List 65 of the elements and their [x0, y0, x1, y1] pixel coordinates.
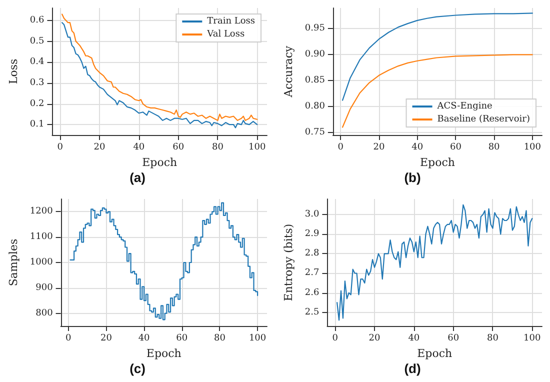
y-tick-label: 2.5 [304, 307, 320, 318]
text: (d) [404, 361, 421, 376]
y-tick-label: 1000 [30, 258, 54, 268]
x-tick-label: 20 [368, 334, 381, 344]
x-tick-label: 80 [487, 334, 499, 344]
x-tick-label: 80 [488, 142, 500, 152]
x-tick-label: 0 [57, 142, 64, 152]
x-tick-label: 60 [172, 142, 184, 152]
y-tick-label: 1200 [30, 206, 54, 217]
legend-label: Train Loss [207, 16, 256, 26]
x-tick-label: 0 [66, 334, 72, 344]
x-tick-label: 0 [338, 142, 344, 152]
line-series [342, 12, 533, 101]
x-tick-label: 100 [248, 334, 266, 344]
y-tick-label: 0.95 [304, 24, 326, 34]
x-tick-label: 0 [332, 334, 338, 344]
x-tick-label: 60 [448, 334, 460, 344]
x-tick-label: 20 [94, 142, 106, 152]
y-tick-label: 0.75 [304, 127, 326, 138]
x-tick-label: 100 [524, 334, 542, 344]
x-tick-label: 60 [450, 142, 462, 152]
x-tick-label: 100 [248, 142, 266, 152]
y-tick-label: 0.1 [30, 120, 44, 130]
text: (b) [404, 170, 421, 185]
y-tick-label: 2.9 [304, 229, 320, 240]
x-tick-label: 60 [176, 334, 188, 344]
y-axis-title: Samples [7, 238, 20, 286]
x-axis-title: Epoch [420, 156, 455, 169]
y-tick-label: 0.5 [30, 36, 44, 46]
y-tick-label: 0.85 [304, 76, 326, 86]
x-axis-title: Epoch [146, 346, 182, 360]
legend-label: Val Loss [206, 30, 245, 40]
y-tick-label: 2.8 [304, 248, 320, 259]
y-axis-title: Accuracy [282, 44, 295, 98]
y-tick-label: 900 [36, 282, 54, 293]
x-tick-label: 80 [214, 334, 226, 344]
line-series [342, 54, 533, 128]
legend-label: Baseline (Reservoir) [437, 114, 530, 124]
y-axis-title: Loss [7, 58, 20, 84]
text: (c) [130, 361, 146, 376]
y-tick-label: 0.80 [304, 101, 326, 112]
x-tick-label: 40 [133, 142, 145, 152]
y-tick-label: 0.3 [30, 78, 44, 88]
y-tick-label: 0.4 [30, 57, 44, 68]
y-tick-label: 0.2 [30, 98, 44, 109]
x-axis-title: Epoch [142, 156, 178, 169]
y-tick-label: 0.6 [30, 15, 44, 26]
y-tick-label: 1100 [30, 232, 54, 242]
y-tick-label: 0.90 [304, 50, 326, 60]
legend-label: ACS-Engine [436, 102, 492, 112]
x-tick-label: 40 [412, 142, 424, 152]
y-tick-label: 2.7 [304, 268, 320, 278]
y-tick-label: 3.0 [304, 210, 320, 220]
x-tick-label: 40 [138, 334, 150, 344]
y-axis-title: Entropy (bits) [282, 224, 295, 302]
x-tick-label: 20 [100, 334, 112, 344]
x-tick-label: 20 [373, 142, 385, 152]
text: (a) [130, 170, 146, 185]
line-series [336, 204, 533, 321]
y-tick-label: 800 [36, 308, 54, 318]
y-tick-label: 2.6 [304, 288, 320, 298]
x-tick-label: 100 [524, 142, 542, 152]
x-axis-title: Epoch [417, 346, 452, 360]
x-tick-label: 40 [408, 334, 420, 344]
x-tick-label: 80 [212, 142, 224, 152]
